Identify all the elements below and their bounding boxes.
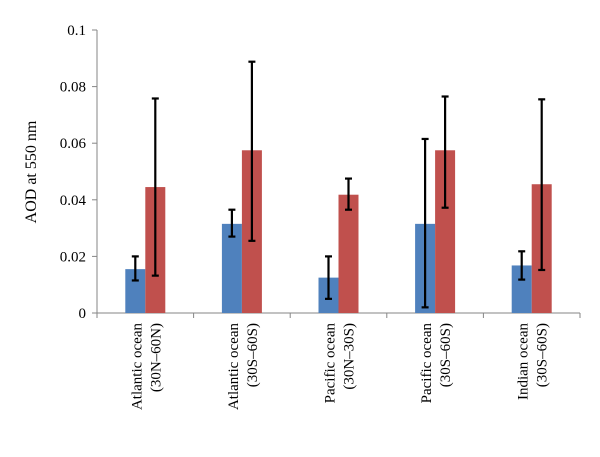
bar-series1	[125, 269, 146, 313]
bar-series2	[435, 150, 456, 313]
x-category-label-line: (30N–30S)	[342, 323, 358, 390]
y-tick-label: 0.04	[60, 193, 87, 209]
x-category-label-line: Atlantic ocean	[226, 323, 242, 411]
y-axis-title: AOD at 550 nm	[23, 120, 40, 223]
x-category-label-line: Indian ocean	[516, 323, 532, 401]
bar-series1	[221, 223, 242, 313]
bar-series2	[338, 194, 359, 313]
x-category-label-line: (30N–60N)	[148, 323, 164, 392]
y-tick-label: 0.08	[60, 80, 86, 96]
x-category-label-line: (30S–60S)	[438, 323, 454, 387]
x-category-label-line: Pacific ocean	[323, 323, 339, 404]
x-category-label: Pacific ocean (30N–30S)	[323, 323, 358, 404]
y-tick-label: 0	[79, 306, 87, 322]
bar-series1	[511, 265, 532, 313]
y-tick-label: 0.02	[60, 249, 86, 265]
x-category-label: Pacific ocean (30S–60S)	[419, 323, 454, 404]
x-category-label-line: Atlantic ocean	[129, 323, 145, 411]
x-category-label-line: (30S–60S)	[245, 323, 261, 387]
x-category-label: Indian ocean (30S–60S)	[516, 323, 551, 401]
y-tick-label: 0.1	[67, 23, 86, 39]
x-category-label: Atlantic ocean (30N–60N)	[129, 323, 164, 411]
y-tick-label: 0.06	[60, 136, 87, 152]
x-category-label: Atlantic ocean (30S–60S)	[226, 323, 261, 411]
x-category-label-line: Pacific ocean	[419, 323, 435, 404]
x-category-label-line: (30S–60S)	[535, 323, 551, 387]
